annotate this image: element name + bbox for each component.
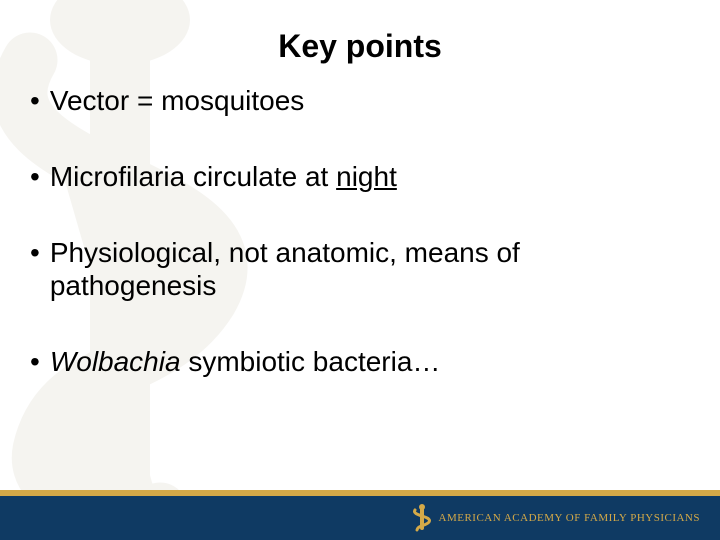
aafp-logo: AMERICAN ACADEMY OF FAMILY PHYSICIANS (413, 504, 700, 532)
bullet-item: • Wolbachia symbiotic bacteria… (30, 346, 690, 378)
caduceus-icon (413, 504, 431, 532)
bullet-text: Vector = mosquitoes (50, 85, 690, 117)
footer-bar: AMERICAN ACADEMY OF FAMILY PHYSICIANS (0, 496, 720, 540)
bullet-item: • Physiological, not anatomic, means of p… (30, 237, 690, 301)
slide-title: Key points (0, 0, 720, 85)
bullet-item: • Vector = mosquitoes (30, 85, 690, 117)
bullet-list: • Vector = mosquitoes • Microfilaria circul… (0, 85, 720, 378)
bullet-item: • Microfilaria circulate at night (30, 161, 690, 193)
footer: AMERICAN ACADEMY OF FAMILY PHYSICIANS (0, 490, 720, 540)
bullet-text: Microfilaria circulate at night (50, 161, 690, 193)
logo-text: AMERICAN ACADEMY OF FAMILY PHYSICIANS (439, 512, 700, 524)
bullet-dot: • (30, 85, 40, 117)
bullet-text: Physiological, not anatomic, means of pa… (50, 237, 690, 301)
bullet-dot: • (30, 237, 40, 269)
bullet-dot: • (30, 346, 40, 378)
bullet-text: Wolbachia symbiotic bacteria… (50, 346, 690, 378)
bullet-dot: • (30, 161, 40, 193)
